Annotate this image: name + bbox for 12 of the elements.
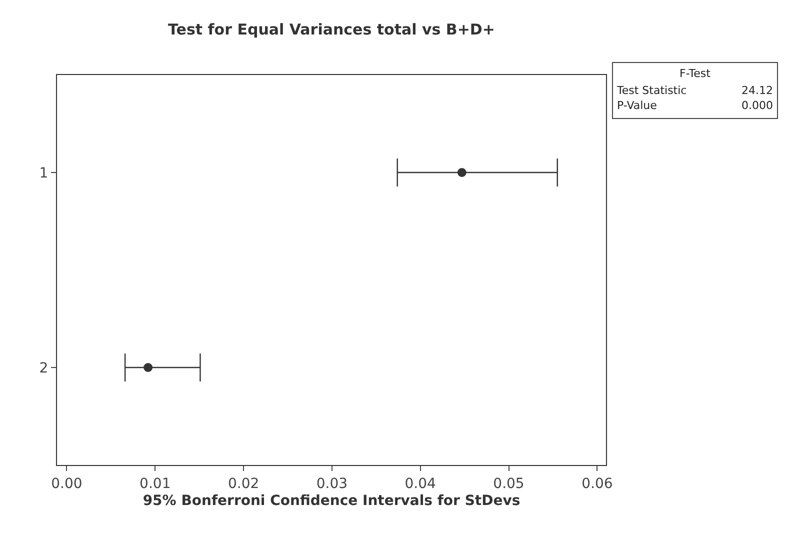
x-tick-label: 0.01	[140, 476, 171, 492]
y-tick-label: 1	[39, 165, 48, 182]
stats-box: F-Test Test Statistic 24.12 P-Value 0.000	[612, 62, 778, 119]
y-tick-label: 2	[39, 360, 48, 376]
x-tick-label: 0.00	[51, 476, 82, 492]
x-axis-title: 95% Bonferroni Confidence Intervals for StDevs	[142, 493, 520, 510]
x-tick-label: 0.03	[316, 476, 348, 492]
x-tick-label: 0.02	[228, 476, 260, 492]
x-tick-label: 0.05	[493, 476, 524, 492]
chart-title: Test for Equal Variances total vs B+D+	[168, 20, 495, 38]
x-tick-label: 0.06	[582, 476, 613, 492]
x-tick-label: 0.04	[404, 476, 436, 492]
